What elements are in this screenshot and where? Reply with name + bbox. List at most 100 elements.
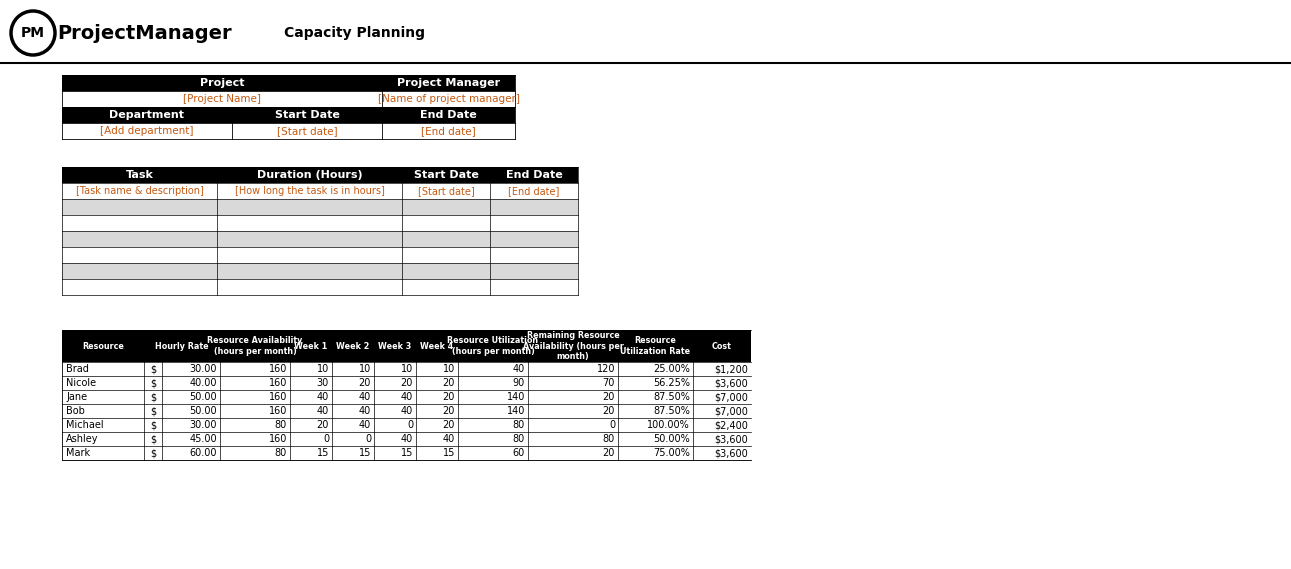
Text: 80: 80 [513, 420, 525, 430]
Text: 140: 140 [506, 392, 525, 402]
Bar [290, 390, 332, 404]
Text: $3,600: $3,600 [714, 434, 747, 444]
Text: 50.00: 50.00 [190, 406, 217, 416]
Bar [332, 404, 374, 418]
Text: 20: 20 [443, 420, 454, 430]
Bar [491, 215, 578, 231]
Bar [458, 376, 528, 390]
Bar [693, 446, 751, 460]
Text: Start Date: Start Date [275, 110, 340, 120]
Bar [374, 446, 416, 460]
Bar [219, 418, 290, 432]
Bar [62, 279, 217, 295]
Bar [62, 362, 145, 376]
Text: [Start date]: [Start date] [276, 126, 337, 136]
Text: 0: 0 [323, 434, 329, 444]
Text: 40: 40 [400, 434, 413, 444]
Text: 100.00%: 100.00% [647, 420, 689, 430]
Bar [618, 446, 693, 460]
Bar [458, 362, 528, 376]
Text: [Add department]: [Add department] [101, 126, 194, 136]
Bar [618, 432, 693, 446]
Text: Project: Project [200, 78, 244, 88]
Text: 20: 20 [359, 378, 371, 388]
Bar [145, 432, 161, 446]
Bar [217, 231, 402, 247]
Text: 80: 80 [275, 420, 287, 430]
Text: Resource: Resource [83, 341, 124, 351]
Bar [374, 432, 416, 446]
Bar [161, 446, 219, 460]
Text: 87.50%: 87.50% [653, 406, 689, 416]
Text: 40: 40 [359, 420, 371, 430]
Bar [290, 432, 332, 446]
Text: 40: 40 [400, 392, 413, 402]
Text: 140: 140 [506, 406, 525, 416]
Bar [62, 231, 217, 247]
Text: ProjectManager: ProjectManager [58, 23, 232, 43]
Text: 56.25%: 56.25% [653, 378, 689, 388]
Text: $: $ [150, 406, 156, 416]
Bar [145, 376, 161, 390]
Text: Resource Availability
(hours per month): Resource Availability (hours per month) [208, 336, 302, 356]
Bar [217, 199, 402, 215]
Bar [217, 167, 402, 183]
Text: 45.00: 45.00 [190, 434, 217, 444]
Text: Brad: Brad [66, 364, 89, 374]
Text: 160: 160 [269, 364, 287, 374]
Text: [Start date]: [Start date] [417, 186, 474, 196]
Bar [528, 390, 618, 404]
Bar [161, 432, 219, 446]
Bar [62, 215, 217, 231]
Text: [Project Name]: [Project Name] [183, 94, 261, 104]
Text: 80: 80 [513, 434, 525, 444]
Bar [217, 247, 402, 263]
Bar [290, 446, 332, 460]
Bar [458, 330, 528, 362]
Bar [382, 75, 515, 91]
Text: 160: 160 [269, 406, 287, 416]
Bar [232, 107, 382, 123]
Text: 30: 30 [316, 378, 329, 388]
Bar [528, 362, 618, 376]
Bar [618, 362, 693, 376]
Bar [62, 418, 145, 432]
Bar [219, 404, 290, 418]
Bar [402, 215, 491, 231]
Bar [374, 390, 416, 404]
Text: Remaining Resource
Availability (hours per
month): Remaining Resource Availability (hours p… [523, 331, 624, 361]
Bar [145, 390, 161, 404]
Bar [290, 404, 332, 418]
Text: [How long the task is in hours]: [How long the task is in hours] [235, 186, 385, 196]
Text: Duration (Hours): Duration (Hours) [257, 170, 363, 180]
Text: 75.00%: 75.00% [653, 448, 689, 458]
Bar [382, 91, 515, 107]
Text: Jane: Jane [66, 392, 86, 402]
Bar [219, 362, 290, 376]
Bar [145, 330, 219, 362]
Text: 50.00: 50.00 [190, 392, 217, 402]
Text: 87.50%: 87.50% [653, 392, 689, 402]
Bar [416, 390, 458, 404]
Bar [491, 231, 578, 247]
Text: 0: 0 [365, 434, 371, 444]
Text: 40.00: 40.00 [190, 378, 217, 388]
Text: $3,600: $3,600 [714, 378, 747, 388]
Bar [416, 418, 458, 432]
Bar [62, 183, 217, 199]
Bar [62, 404, 145, 418]
Bar [62, 390, 145, 404]
Text: End Date: End Date [420, 110, 476, 120]
Text: 40: 40 [400, 406, 413, 416]
Bar [402, 231, 491, 247]
Bar [693, 432, 751, 446]
Text: Cost: Cost [713, 341, 732, 351]
Bar [528, 404, 618, 418]
Bar [491, 263, 578, 279]
Bar [290, 376, 332, 390]
Bar [62, 91, 382, 107]
Text: [Task name & description]: [Task name & description] [76, 186, 204, 196]
Text: 20: 20 [316, 420, 329, 430]
Bar [332, 330, 374, 362]
Bar [491, 247, 578, 263]
